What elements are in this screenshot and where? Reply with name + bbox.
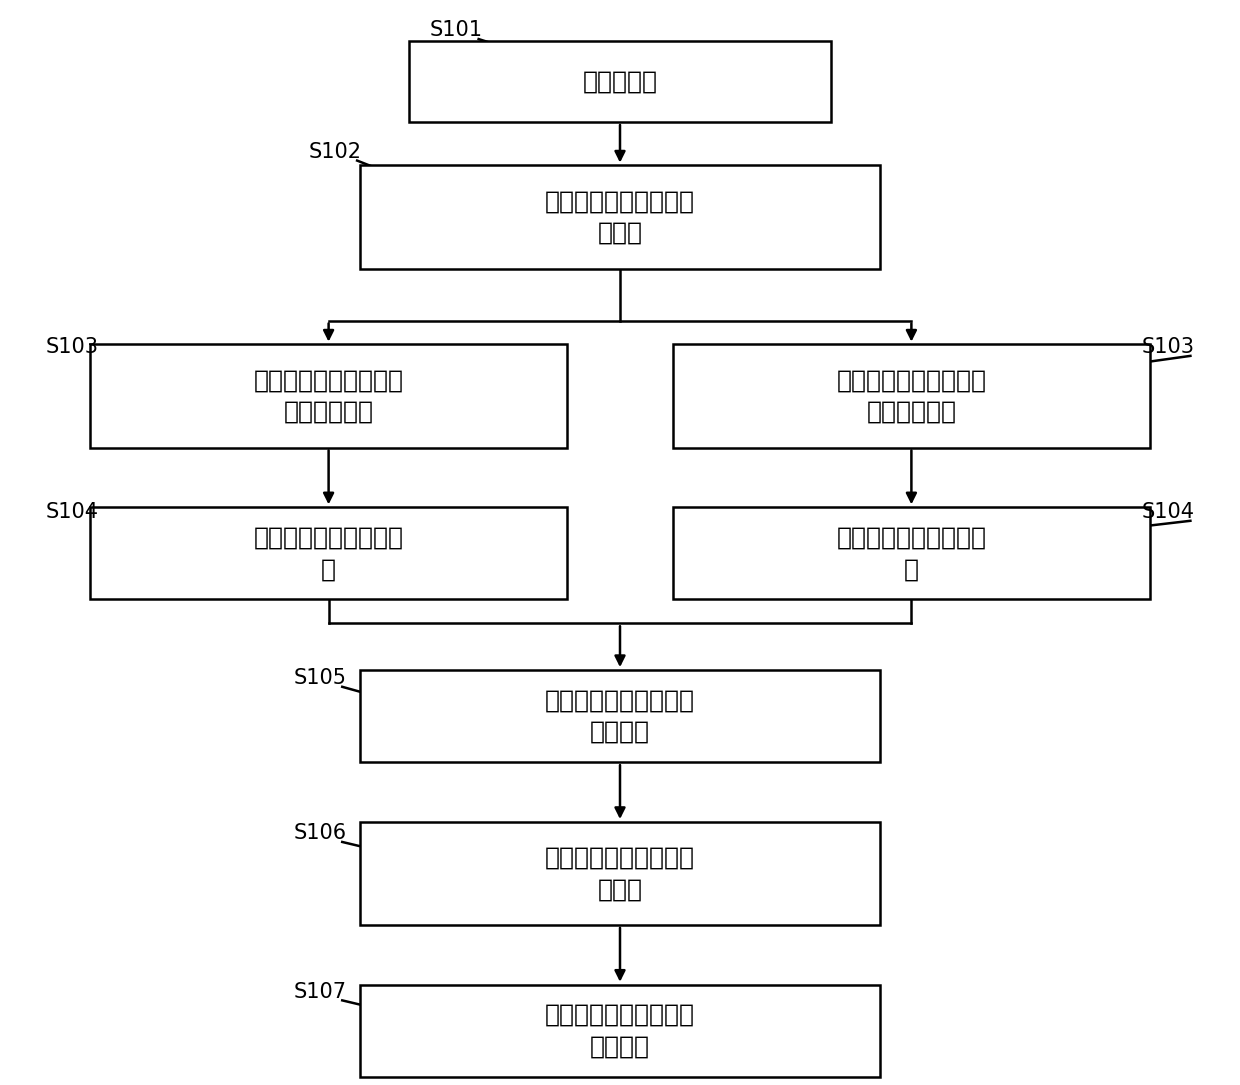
Text: 参考目标点分光强度比
例计算: 参考目标点分光强度比 例计算 xyxy=(546,845,694,902)
Bar xyxy=(91,507,568,599)
Text: S106: S106 xyxy=(294,824,346,843)
Text: 待测区域分光强度比例
分布计算: 待测区域分光强度比例 分布计算 xyxy=(546,1003,694,1059)
Text: 第二波段双通道图像采
集: 第二波段双通道图像采 集 xyxy=(837,525,986,582)
Bar xyxy=(409,40,831,122)
Text: 滤光片选取: 滤光片选取 xyxy=(583,69,657,93)
Bar xyxy=(672,345,1149,447)
Text: S103: S103 xyxy=(46,337,98,357)
Text: 单相机比色测温系统位
置固定: 单相机比色测温系统位 置固定 xyxy=(546,189,694,245)
Bar xyxy=(91,345,568,447)
Text: S102: S102 xyxy=(309,142,361,162)
Text: S103: S103 xyxy=(1142,337,1194,357)
Bar xyxy=(360,822,880,924)
Bar xyxy=(672,507,1149,599)
Bar xyxy=(360,985,880,1076)
Text: S107: S107 xyxy=(294,982,346,1001)
Bar xyxy=(360,669,880,762)
Text: 第一波段图像位置标定
与子图像匹配: 第一波段图像位置标定 与子图像匹配 xyxy=(254,368,403,424)
Text: S105: S105 xyxy=(294,668,346,688)
Text: 第二波段图像位置标定
与子图像匹配: 第二波段图像位置标定 与子图像匹配 xyxy=(837,368,986,424)
Text: S101: S101 xyxy=(430,21,482,40)
Text: 第一波段和第二波段灰
度值获取: 第一波段和第二波段灰 度值获取 xyxy=(546,688,694,744)
Text: S104: S104 xyxy=(46,502,98,522)
Text: S104: S104 xyxy=(1142,502,1194,522)
Bar xyxy=(360,165,880,268)
Text: 第一波段双通道图像采
集: 第一波段双通道图像采 集 xyxy=(254,525,403,582)
